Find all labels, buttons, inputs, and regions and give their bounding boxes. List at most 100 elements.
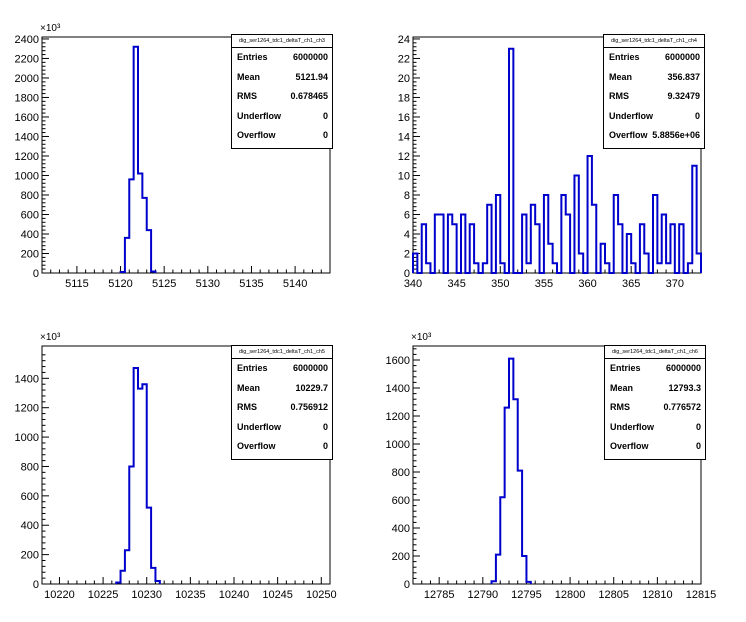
y-tick-label: 0 — [33, 579, 39, 591]
x-tick-label: 12810 — [642, 589, 673, 601]
stat-label: Mean — [609, 71, 633, 82]
stat-row-overflow: Overflow 0 — [605, 437, 705, 457]
stat-row-mean: Mean 5121.94 — [232, 68, 332, 88]
stat-label: Underflow — [609, 110, 653, 121]
stat-row-underflow: Underflow 0 — [604, 107, 704, 127]
plot-frame — [41, 36, 331, 274]
y-tick-label: 2200 — [15, 53, 39, 65]
stat-label: Overflow — [609, 130, 648, 140]
x-tick-label: 370 — [666, 278, 684, 290]
x-tick-label: 5135 — [239, 278, 263, 290]
stat-row-mean: Mean 12793.3 — [605, 379, 705, 399]
stat-value: 5.8856e+06 — [652, 130, 700, 140]
y-tick-label: 2 — [404, 248, 410, 260]
x-tick-label: 12795 — [511, 589, 542, 601]
y-tick-label: 22 — [398, 53, 410, 65]
stat-value: 0 — [322, 110, 328, 121]
x-tick-label: 5120 — [108, 278, 132, 290]
y-tick-label: 1400 — [15, 373, 39, 385]
x-tick-label: 5125 — [152, 278, 176, 290]
stat-row-rms: RMS 0.776572 — [605, 398, 705, 418]
histogram-outline — [119, 45, 157, 274]
y-tick-label: 200 — [21, 550, 39, 562]
stat-label: Overflow — [237, 441, 276, 451]
stat-value: 0 — [322, 441, 328, 451]
y-tick-label: 800 — [21, 190, 39, 202]
stat-label: Mean — [610, 382, 634, 393]
x-tick-label: 10230 — [131, 589, 162, 601]
histogram-outline — [115, 367, 161, 584]
y-tick-label: 400 — [392, 523, 410, 535]
stat-value: 6000000 — [665, 363, 701, 373]
histogram-bin — [526, 263, 530, 273]
x-tick-label: 345 — [447, 278, 465, 290]
y-tick-label: 4 — [404, 229, 410, 241]
stat-label: RMS — [237, 91, 257, 101]
y-tick-label: 1600 — [15, 112, 39, 124]
y-tick-label: 16 — [398, 112, 410, 124]
x-tick-label: 10240 — [219, 589, 250, 601]
x-tick-label: 360 — [578, 278, 596, 290]
stat-row-entries: Entries 6000000 — [232, 48, 332, 68]
stat-value: 0 — [694, 110, 700, 121]
histogram-bin — [138, 389, 142, 584]
y-tick-label: 1200 — [386, 411, 410, 423]
stat-row-overflow: Overflow 0 — [232, 126, 332, 146]
stat-label: Mean — [237, 71, 261, 82]
stat-label: Entries — [610, 363, 641, 373]
stat-row-rms: RMS 0.756912 — [232, 398, 332, 418]
stat-value: 9.32479 — [667, 91, 700, 101]
stat-row-underflow: Underflow 0 — [232, 418, 332, 438]
stat-box-title: dig_ser1264_tdc1_deltaT_ch1_ch5 — [232, 346, 332, 359]
stat-row-underflow: Underflow 0 — [232, 107, 332, 127]
y-tick-label: 1200 — [15, 151, 39, 163]
stat-value: 6000000 — [292, 52, 328, 62]
y-tick-label: 400 — [21, 520, 39, 532]
stat-box-title: dig_ser1264_tdc1_deltaT_ch1_ch4 — [604, 35, 704, 48]
stat-label: Underflow — [610, 421, 654, 432]
stat-box: dig_ser1264_tdc1_deltaT_ch1_ch6 Entries 60… — [604, 345, 706, 460]
stat-row-overflow: Overflow 5.8856e+06 — [604, 126, 704, 146]
stat-box-title: dig_ser1264_tdc1_deltaT_ch1_ch3 — [232, 35, 332, 48]
stat-value: 0 — [322, 130, 328, 140]
x-tick-label: 12790 — [468, 589, 499, 601]
y-tick-label: 12 — [398, 151, 410, 163]
y-tick-label: 600 — [21, 491, 39, 503]
y-tick-label: 0 — [33, 268, 39, 280]
stat-value: 6000000 — [664, 52, 700, 62]
x-tick-label: 5130 — [196, 278, 220, 290]
histogram-panel-2: 340 345 350 355 360 365 3700246810121416182022… — [398, 34, 702, 290]
stat-value: 0 — [695, 441, 701, 451]
y-tick-label: 6 — [404, 209, 410, 221]
y-tick-label: 2000 — [15, 73, 39, 85]
y-tick-label: 8 — [404, 190, 410, 202]
x-tick-label: 350 — [491, 278, 509, 290]
y-tick-label: 1000 — [386, 439, 410, 451]
stat-row-mean: Mean 356.837 — [604, 68, 704, 88]
y-exponent-label: ×10³ — [40, 23, 61, 34]
histogram-bin — [666, 263, 670, 273]
stat-value: 0.678465 — [290, 91, 328, 101]
plot-frame — [41, 345, 331, 585]
x-tick-label: 10235 — [175, 589, 206, 601]
histogram-bin — [657, 263, 661, 273]
x-tick-label: 12815 — [686, 589, 717, 601]
y-tick-label: 1600 — [386, 355, 410, 367]
stat-box: dig_ser1264_tdc1_deltaT_ch1_ch5 Entries 60… — [231, 345, 333, 460]
y-tick-label: 10 — [398, 170, 410, 182]
stat-box: dig_ser1264_tdc1_deltaT_ch1_ch4 Entries 60… — [603, 34, 705, 149]
stat-row-entries: Entries 6000000 — [605, 359, 705, 379]
stat-value: 10229.7 — [295, 382, 328, 393]
stat-label: Entries — [237, 363, 268, 373]
stat-box-title: dig_ser1264_tdc1_deltaT_ch1_ch6 — [605, 346, 705, 359]
x-tick-label: 355 — [535, 278, 553, 290]
stat-label: Underflow — [237, 110, 281, 121]
y-tick-label: 24 — [398, 34, 410, 46]
y-tick-label: 200 — [21, 248, 39, 260]
y-exponent-label: ×10³ — [40, 332, 61, 343]
stat-value: 5121.94 — [295, 71, 328, 82]
y-tick-label: 800 — [21, 461, 39, 473]
stat-value: 0.776572 — [663, 402, 701, 412]
x-tick-label: 10225 — [88, 589, 119, 601]
